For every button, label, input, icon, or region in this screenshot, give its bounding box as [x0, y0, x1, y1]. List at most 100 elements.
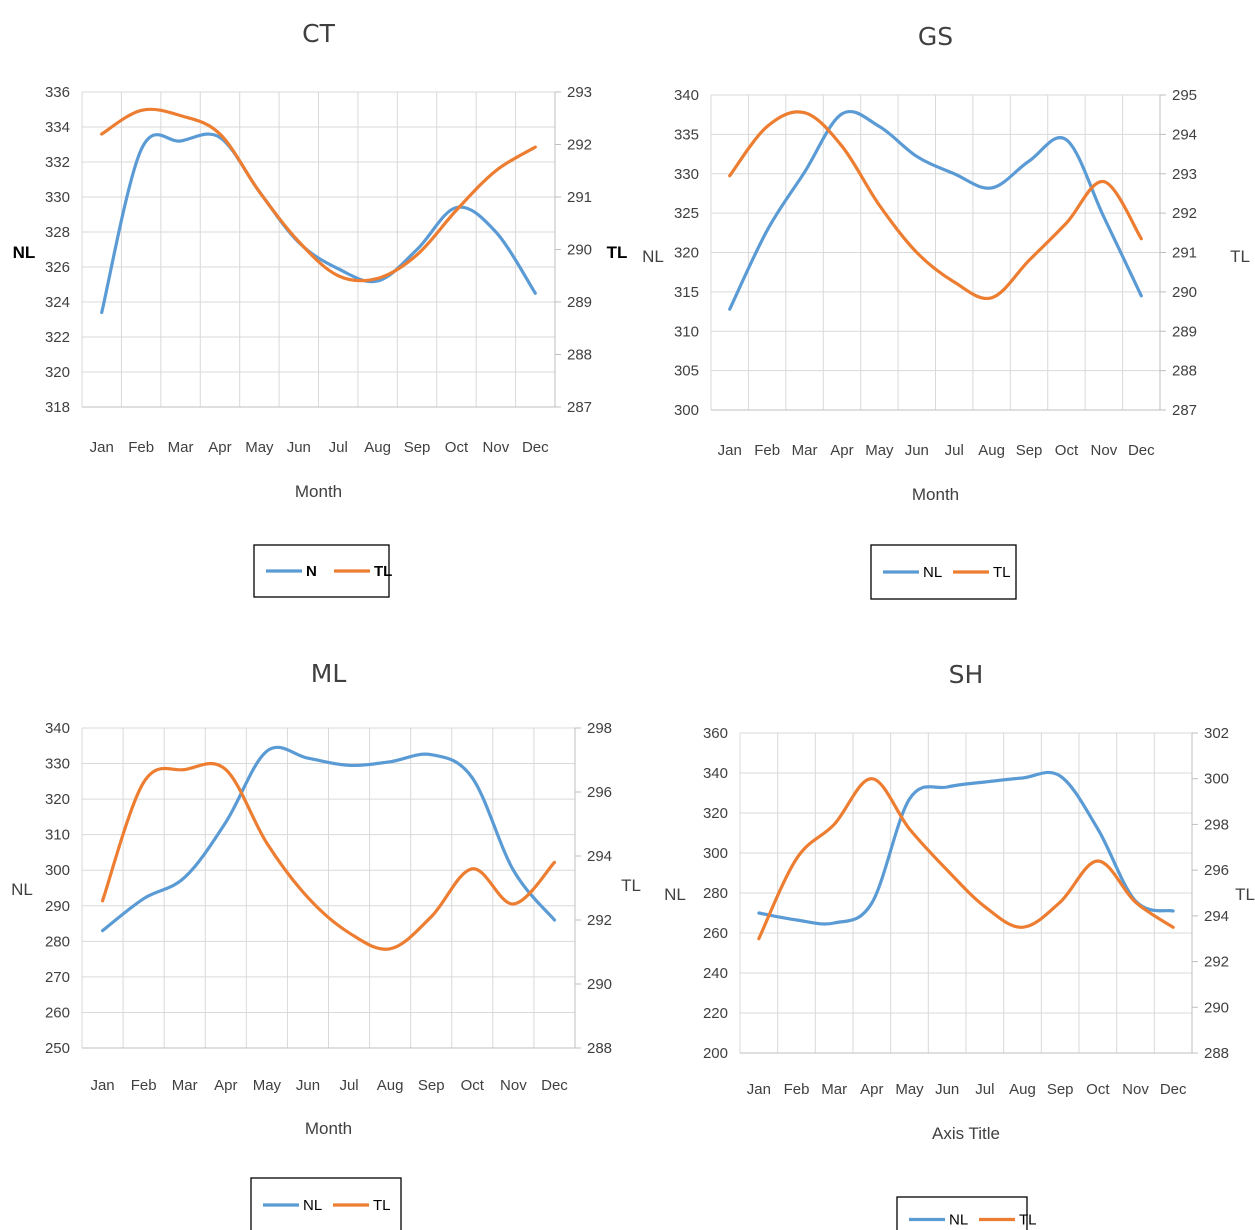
gs-y2-tick-label: 287	[1172, 402, 1197, 419]
ct-legend-label-1: TL	[374, 563, 392, 580]
ct-y2-tick-label: 290	[567, 242, 592, 259]
ml-y-tick-label: 340	[45, 720, 70, 737]
gs-chart-title: GS	[918, 22, 953, 51]
ct-x-tick-label: Aug	[364, 439, 391, 456]
chart-ct-svg: CT 318 320 322 324 326 328 330 332 334 336 287 288 28…	[13, 19, 628, 598]
sh-y-tick-label: 240	[703, 965, 728, 982]
sh-x-tick-label: Aug	[1009, 1081, 1036, 1098]
ml-legend-label-0: NL	[303, 1197, 322, 1214]
gs-y2-tick-label: 293	[1172, 166, 1197, 183]
ct-x-tick-label: Jun	[287, 439, 311, 456]
gs-y-tick-label: 310	[674, 323, 699, 340]
ct-x-axis-title: Month	[295, 482, 342, 501]
gs-x-tick-label: Apr	[830, 442, 853, 459]
ml-y2-tick-label: 298	[587, 720, 612, 737]
ml-x-tick-label: Nov	[500, 1077, 527, 1094]
chart-ml-svg: ML 250 260 270 280 290 300 310 320 330 340 288 290 29…	[11, 659, 641, 1230]
sh-x-tick-label: Jun	[935, 1081, 959, 1098]
gs-y2-tick-label: 294	[1172, 126, 1197, 143]
ml-y2-tick-label: 296	[587, 784, 612, 801]
gs-x-axis-title: Month	[912, 485, 959, 504]
sh-x-tick-label: Mar	[821, 1081, 847, 1098]
ct-y2-tick-label: 287	[567, 399, 592, 416]
ml-x-tick-label: Apr	[214, 1077, 237, 1094]
gs-x-tick-label: Oct	[1055, 442, 1079, 459]
ml-y2-tick-label: 288	[587, 1040, 612, 1057]
ct-x-tick-label: Sep	[404, 439, 431, 456]
chart-sh: SH 200 220 240 260 280 300 320 340 360 288 290 292 29…	[627, 615, 1255, 1230]
ml-x-tick-label: Jul	[339, 1077, 358, 1094]
sh-legend-label-1: TL	[1019, 1212, 1037, 1229]
ml-y-tick-label: 250	[45, 1040, 70, 1057]
ml-y-axis-title: NL	[11, 880, 33, 899]
ml-y-tick-label: 330	[45, 756, 70, 773]
gs-y2-tick-label: 289	[1172, 323, 1197, 340]
gs-y2-tick-label: 288	[1172, 363, 1197, 380]
gs-x-tick-label: Aug	[978, 442, 1005, 459]
ml-series-0-line	[100, 745, 557, 933]
gs-y-tick-label: 325	[674, 205, 699, 222]
ct-y-tick-label: 318	[45, 399, 70, 416]
gs-y-tick-label: 320	[674, 245, 699, 262]
ml-y-tick-label: 260	[45, 1004, 70, 1021]
gs-legend-label-1: TL	[993, 564, 1011, 581]
chart-gs: GS 300 305 310 315 320 325 330 335 340 287 288 289 29…	[627, 0, 1255, 615]
sh-gridlines	[739, 732, 1193, 1054]
ct-y-axis-title: NL	[13, 243, 36, 262]
ct-x-tick-label: Jan	[90, 439, 114, 456]
ml-x-tick-label: Dec	[541, 1077, 568, 1094]
ml-y2-tick-label: 290	[587, 976, 612, 993]
ml-chart-title: ML	[311, 659, 347, 688]
gs-x-tick-label: Sep	[1016, 442, 1043, 459]
ct-x-tick-label: Nov	[483, 439, 510, 456]
sh-y-tick-label: 320	[703, 805, 728, 822]
ml-y2-tick-label: 294	[587, 848, 612, 865]
gs-x-tick-label: Jul	[945, 442, 964, 459]
gs-y-tick-label: 305	[674, 363, 699, 380]
gs-gridlines	[710, 94, 1161, 411]
ct-x-tick-label: Dec	[522, 439, 549, 456]
ml-y-tick-label: 300	[45, 862, 70, 879]
sh-legend-box	[896, 1196, 1028, 1230]
gs-y2-axis-title: TL	[1230, 247, 1250, 266]
gs-y2-tick-label: 291	[1172, 245, 1197, 262]
sh-x-tick-label: Oct	[1086, 1081, 1110, 1098]
ml-y-tick-label: 290	[45, 898, 70, 915]
gs-legend-label-0: NL	[923, 564, 942, 581]
sh-y2-tick-label: 292	[1204, 954, 1229, 971]
ml-x-tick-label: Jun	[296, 1077, 320, 1094]
sh-x-tick-label: Jul	[975, 1081, 994, 1098]
sh-y-tick-label: 340	[703, 765, 728, 782]
ct-y2-tick-label: 293	[567, 84, 592, 101]
ct-x-tick-label: Oct	[445, 439, 469, 456]
ct-chart-title: CT	[302, 19, 335, 48]
ml-gridlines	[81, 727, 576, 1049]
sh-y2-tick-label: 302	[1204, 725, 1229, 742]
gs-x-tick-label: Jan	[718, 442, 742, 459]
ml-y-tick-label: 310	[45, 827, 70, 844]
ml-y2-axis-title: TL	[621, 876, 641, 895]
ct-y-tick-label: 328	[45, 224, 70, 241]
gs-series-1-line	[728, 110, 1143, 301]
ct-y2-axis-title: TL	[607, 243, 628, 262]
ct-series-1-line	[100, 107, 537, 283]
sh-series-0-line	[757, 770, 1175, 926]
sh-x-tick-label: May	[895, 1081, 924, 1098]
sh-x-tick-label: Feb	[784, 1081, 810, 1098]
ml-x-tick-label: Aug	[377, 1077, 404, 1094]
gs-x-tick-label: Dec	[1128, 442, 1155, 459]
ct-x-tick-label: May	[245, 439, 274, 456]
ml-x-tick-label: Feb	[131, 1077, 157, 1094]
sh-x-tick-label: Jan	[747, 1081, 771, 1098]
ml-legend-label-1: TL	[373, 1197, 391, 1214]
ct-y-tick-label: 320	[45, 364, 70, 381]
sh-y2-tick-label: 290	[1204, 999, 1229, 1016]
ct-y-tick-label: 332	[45, 154, 70, 171]
ml-series-1-line	[100, 761, 557, 951]
ml-y-tick-label: 320	[45, 791, 70, 808]
sh-y-tick-label: 280	[703, 885, 728, 902]
sh-y2-tick-label: 294	[1204, 908, 1229, 925]
ct-y-tick-label: 322	[45, 329, 70, 346]
ml-x-tick-label: Mar	[172, 1077, 198, 1094]
sh-y2-tick-label: 296	[1204, 862, 1229, 879]
